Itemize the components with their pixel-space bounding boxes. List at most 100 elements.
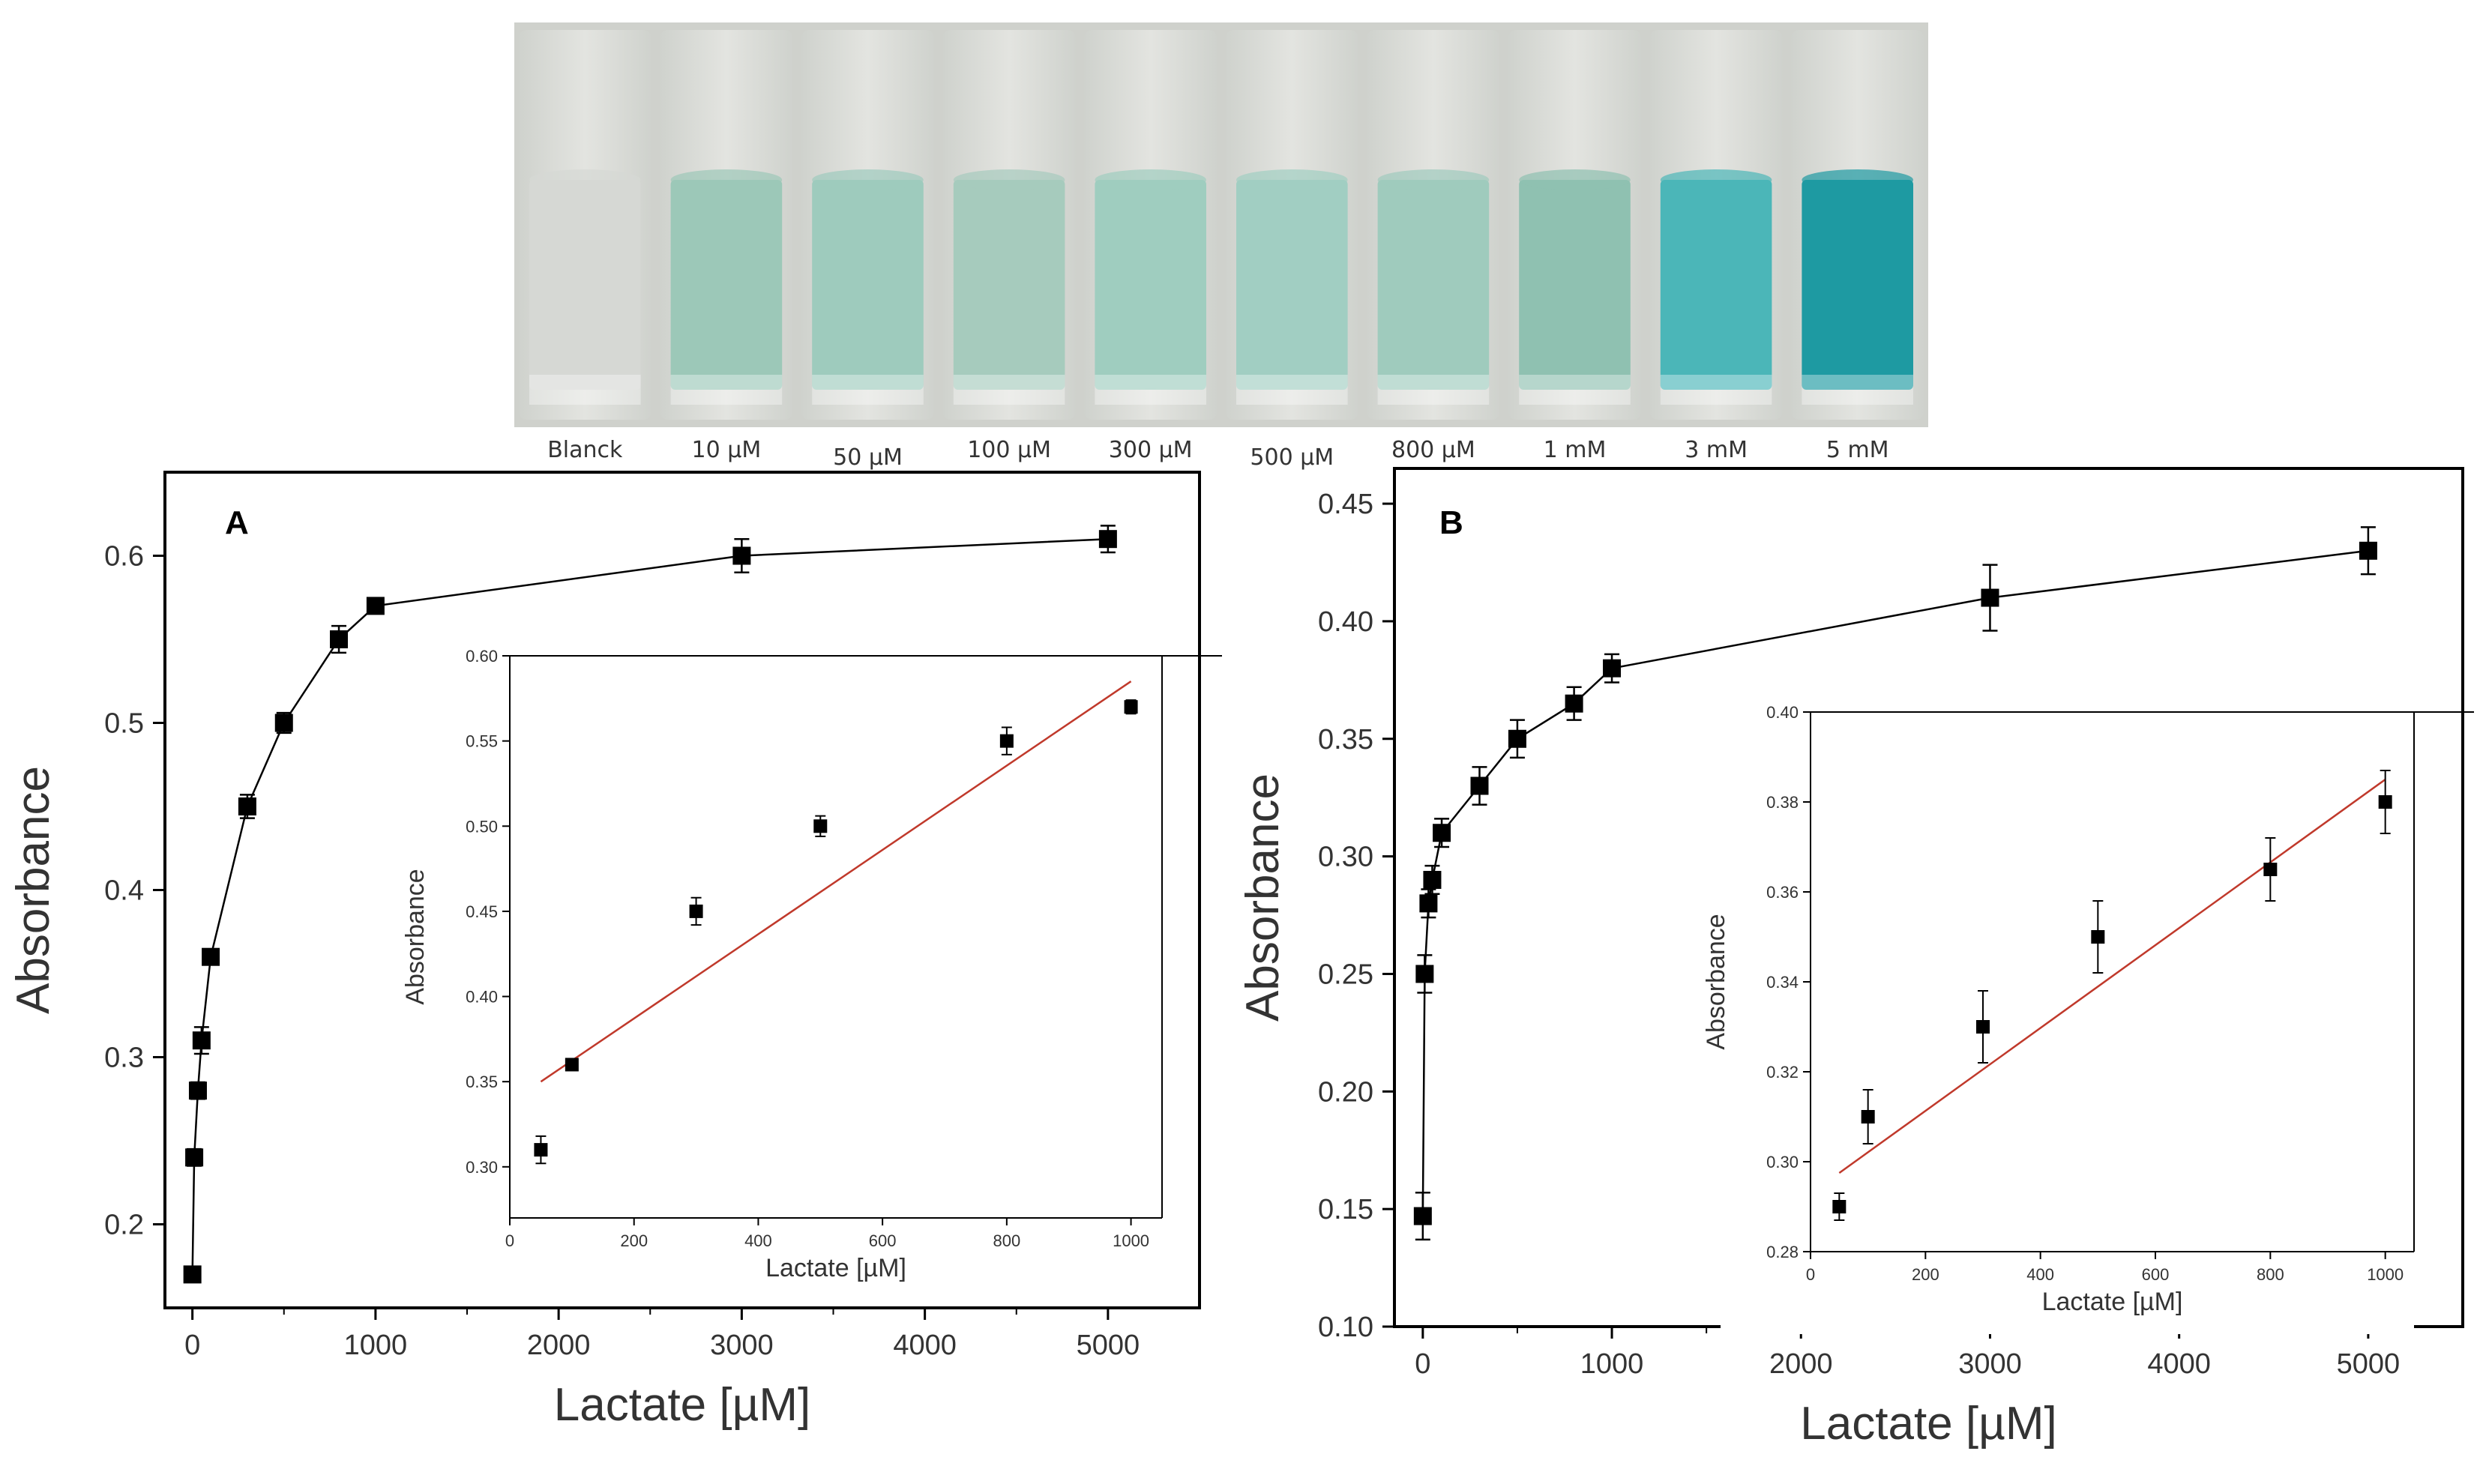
- b-inset-y-tick-label: 0.34: [1766, 973, 1799, 992]
- a-data-point: [274, 714, 293, 732]
- a-data-point: [732, 546, 751, 565]
- cuvette-labels: Blanck 10 µM 50 µM 100 µM 300 µM 500 µM 800 µM…: [547, 437, 1888, 471]
- b-y-tick-label: 0.45: [1318, 489, 1373, 520]
- cuvette-label: 300 µM: [1109, 437, 1193, 463]
- a-data-point: [1098, 530, 1117, 549]
- panel-a-label: A: [225, 504, 249, 541]
- cuvette-meniscus: [1095, 169, 1206, 190]
- a-inset-data-point: [534, 1143, 548, 1157]
- b-data-point: [2359, 541, 2377, 560]
- b-inset-data-point: [1832, 1200, 1847, 1213]
- a-x-axis-title: Lactate [µM]: [554, 1379, 810, 1431]
- b-data-point: [1413, 1207, 1432, 1225]
- a-inset-y-tick-label: 0.60: [466, 647, 498, 666]
- b-inset-y-tick-label: 0.38: [1766, 793, 1799, 812]
- cuvette-label: 800 µM: [1391, 437, 1475, 463]
- b-y-tick-label: 0.15: [1318, 1194, 1373, 1225]
- cuvette-meniscus: [1660, 169, 1772, 190]
- a-y-tick-label: 0.4: [104, 875, 144, 907]
- b-inset-y-tick-label: 0.36: [1766, 883, 1799, 902]
- a-inset-x-tick-label: 0: [505, 1231, 514, 1250]
- cuvette-liquid: [812, 180, 924, 390]
- a-inset-fit-line: [540, 681, 1132, 1083]
- b-y-tick-label: 0.35: [1318, 724, 1373, 755]
- cuvette-base: [1519, 375, 1631, 405]
- a-inset-x-tick-label: 800: [993, 1231, 1020, 1250]
- cuvette-label: 500 µM: [1250, 444, 1334, 471]
- b-y-tick-label: 0.30: [1318, 842, 1373, 873]
- cuvette-base: [1236, 375, 1348, 405]
- a-x-tick-label: 0: [184, 1330, 200, 1361]
- cuvette-base: [529, 375, 641, 405]
- a-data-point: [202, 947, 220, 966]
- b-inset-y-tick-label: 0.28: [1766, 1243, 1799, 1261]
- a-inset-x-tick-label: 200: [620, 1231, 648, 1250]
- cuvette-meniscus: [1802, 169, 1913, 190]
- cuvette-liquid: [1519, 180, 1631, 390]
- b-data-point: [1470, 776, 1489, 795]
- b-x-tick-label: 2000: [1769, 1348, 1833, 1380]
- b-inset-x-tick-label: 600: [2142, 1265, 2170, 1284]
- b-y-tick-label: 0.20: [1318, 1076, 1373, 1108]
- b-inset-data-point: [2263, 863, 2278, 876]
- cuvette-meniscus: [1377, 169, 1490, 190]
- cuvette-meniscus: [953, 169, 1065, 190]
- b-data-point: [1419, 894, 1438, 913]
- cuvette-label: 10 µM: [692, 437, 762, 463]
- a-x-tick-label: 4000: [893, 1330, 957, 1361]
- cuvette-label: 100 µM: [967, 437, 1051, 463]
- b-data-point: [1565, 694, 1583, 713]
- b-x-tick-label: 1000: [1580, 1348, 1644, 1380]
- a-y-tick-label: 0.6: [104, 541, 144, 573]
- b-inset-x-tick-label: 0: [1806, 1265, 1815, 1284]
- cuvette-photo: [514, 22, 1928, 427]
- cuvette-meniscus: [812, 169, 924, 190]
- cuvette-liquid: [670, 180, 783, 390]
- b-x-tick-label: 3000: [1958, 1348, 2022, 1380]
- cuvette-meniscus: [1236, 169, 1348, 190]
- b-y-tick-label: 0.40: [1318, 606, 1373, 638]
- a-inset-x-tick-label: 1000: [1113, 1231, 1149, 1250]
- a-y-tick-label: 0.5: [104, 708, 144, 740]
- a-inset-y-tick-label: 0.55: [466, 732, 498, 751]
- cuvette-base: [1095, 375, 1206, 405]
- panel-b: 0 1000 2000 3000 4000 50000.100.150.200.250.3…: [1237, 467, 2474, 1450]
- b-inset-x-tick-label: 200: [1912, 1265, 1939, 1284]
- a-inset-data-point: [565, 1058, 579, 1072]
- a-inset-y-tick-label: 0.35: [466, 1073, 498, 1091]
- a-inset-data-point: [999, 734, 1014, 748]
- a-inset-data-point: [1124, 700, 1138, 714]
- a-data-point: [185, 1148, 204, 1167]
- cuvette-liquid: [1236, 180, 1348, 390]
- cuvette-meniscus: [1519, 169, 1631, 190]
- a-data-point: [183, 1265, 202, 1284]
- b-inset-x-axis-title: Lactate [µM]: [2042, 1288, 2183, 1316]
- a-inset-y-axis-title: Absorbance: [401, 869, 430, 1004]
- b-data-point: [1433, 824, 1451, 842]
- cuvette-label: 5 mM: [1826, 437, 1889, 463]
- a-inset-data-point: [689, 904, 703, 918]
- a-inset-x-tick-label: 400: [744, 1231, 772, 1250]
- cuvette-base: [1660, 375, 1772, 405]
- cuvette-liquid: [1660, 180, 1772, 390]
- b-data-point: [1423, 870, 1442, 889]
- panel-a: 0 1000 2000 3000 4000 50000.20.30.40.50.6Lact…: [7, 471, 1222, 1431]
- b-data-point: [1508, 729, 1526, 748]
- cuvette-base: [953, 375, 1065, 405]
- a-data-point: [366, 597, 385, 615]
- a-data-point: [330, 630, 349, 648]
- b-inset-data-point: [2378, 795, 2392, 809]
- b-data-point: [1415, 965, 1434, 983]
- cuvette-meniscus: [670, 169, 783, 190]
- a-inset-x-tick-label: 600: [869, 1231, 897, 1250]
- b-inset-y-tick-label: 0.32: [1766, 1063, 1799, 1082]
- a-inset-y-tick-label: 0.30: [466, 1158, 498, 1177]
- b-inset-x-tick-label: 800: [2257, 1265, 2284, 1284]
- b-x-tick-label: 5000: [2337, 1348, 2401, 1380]
- cuvette-label: Blanck: [547, 437, 623, 463]
- b-y-tick-label: 0.25: [1318, 959, 1373, 990]
- cuvette-liquid: [1377, 180, 1490, 390]
- b-inset-fit-line: [1838, 778, 2386, 1174]
- a-y-tick-label: 0.2: [104, 1210, 144, 1241]
